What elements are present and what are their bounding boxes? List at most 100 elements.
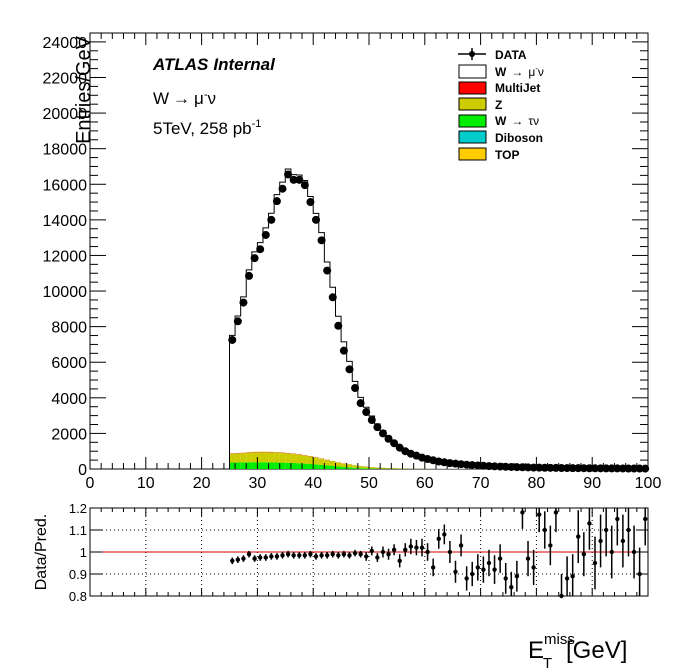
data-point bbox=[390, 439, 399, 448]
data-point bbox=[618, 464, 627, 473]
data-point bbox=[557, 464, 566, 473]
data-point bbox=[306, 198, 315, 207]
energy-lumi-label: 5TeV, 258 pb-1 bbox=[153, 118, 261, 138]
ratio-point bbox=[297, 553, 302, 558]
ratio-point bbox=[531, 565, 536, 570]
ratio-point bbox=[503, 576, 508, 581]
mc-bar-w bbox=[257, 462, 263, 469]
y-tick-label: 4000 bbox=[51, 391, 87, 408]
data-point bbox=[384, 434, 393, 443]
mc-bar-w bbox=[352, 467, 358, 469]
mc-bar-z bbox=[302, 455, 308, 464]
mc-bar-z bbox=[235, 453, 241, 463]
ratio-point bbox=[291, 553, 296, 558]
mc-bar-w bbox=[385, 436, 392, 468]
mc-bar-w bbox=[318, 232, 325, 459]
legend-entry-diboson: Diboson bbox=[458, 130, 543, 145]
mc-bar-w bbox=[296, 175, 303, 455]
mc-bar-w bbox=[279, 462, 286, 469]
ratio-point bbox=[442, 532, 447, 537]
mc-bar-w bbox=[402, 450, 409, 469]
ratio-point bbox=[603, 527, 609, 533]
mc-bar-z bbox=[352, 465, 358, 468]
ratio-point bbox=[319, 553, 324, 558]
svg-text:TOP: TOP bbox=[495, 148, 519, 162]
data-point bbox=[300, 181, 309, 190]
mc-bar-z bbox=[307, 456, 314, 465]
mc-bar-w bbox=[257, 242, 263, 452]
ratio-point bbox=[548, 543, 553, 548]
ratio-point bbox=[615, 516, 620, 522]
ratio-point bbox=[375, 555, 380, 560]
mc-bar-w bbox=[235, 462, 241, 469]
data-points bbox=[228, 170, 650, 473]
y-tick-label: 22000 bbox=[43, 70, 88, 87]
legend-entry-data: DATA bbox=[458, 48, 527, 62]
mc-bar-w bbox=[290, 174, 297, 454]
data-point bbox=[323, 266, 332, 275]
channel-label: W → μ-ν bbox=[153, 89, 216, 108]
ratio-point bbox=[380, 549, 386, 555]
data-point bbox=[345, 365, 354, 374]
mc-bar-w bbox=[313, 464, 319, 469]
mc-bar-z bbox=[357, 466, 364, 469]
mc-bar-w bbox=[240, 462, 247, 469]
y-tick-label: 18000 bbox=[43, 142, 88, 159]
data-point bbox=[529, 463, 538, 472]
mc-bar-z bbox=[240, 453, 247, 463]
ratio-point bbox=[285, 552, 291, 557]
data-point bbox=[602, 464, 611, 473]
ratio-y-tick-label: 0.8 bbox=[69, 589, 87, 604]
mc-bar-z bbox=[369, 467, 375, 469]
data-point bbox=[501, 462, 510, 471]
mc-bar-w bbox=[380, 430, 386, 468]
mc-bar-w bbox=[369, 468, 375, 469]
mc-bar-z bbox=[346, 464, 353, 468]
ratio-point bbox=[609, 549, 614, 555]
mc-bar-w bbox=[419, 457, 425, 469]
data-point bbox=[613, 464, 622, 473]
mc-bar-z bbox=[274, 452, 280, 463]
data-point bbox=[295, 175, 304, 184]
mc-bar-z bbox=[318, 458, 325, 465]
ratio-point bbox=[497, 556, 503, 561]
mc-bar-z bbox=[385, 468, 392, 469]
mc-bar-z bbox=[363, 466, 369, 469]
mc-bar-z bbox=[251, 452, 258, 463]
data-point bbox=[540, 463, 549, 472]
mc-bar-w bbox=[307, 464, 314, 469]
ratio-point bbox=[302, 553, 308, 558]
ratio-point bbox=[514, 574, 520, 579]
mc-bar-w bbox=[363, 407, 369, 467]
ratio-point bbox=[313, 554, 319, 559]
y-tick-label: 14000 bbox=[43, 213, 88, 230]
data-point bbox=[284, 170, 293, 179]
y-axis-label: Entries/GeV bbox=[73, 35, 95, 143]
y-tick-label: 12000 bbox=[43, 248, 88, 265]
mc-bar-w bbox=[324, 465, 330, 469]
ratio-point bbox=[637, 571, 642, 577]
ratio-point bbox=[626, 527, 631, 533]
data-point bbox=[496, 462, 505, 471]
mc-bar-w bbox=[430, 459, 436, 469]
x-tick-label: 90 bbox=[583, 475, 601, 492]
ratio-point bbox=[520, 510, 525, 515]
x-tick-label: 70 bbox=[472, 475, 490, 492]
data-point bbox=[507, 462, 516, 471]
ratio-point bbox=[274, 554, 280, 559]
data-point bbox=[574, 464, 583, 473]
ratio-point bbox=[486, 560, 492, 566]
mc-bar-z bbox=[262, 452, 269, 463]
mc-stack bbox=[229, 168, 648, 469]
mc-bar-w bbox=[246, 462, 252, 469]
x-tick-label: 40 bbox=[304, 475, 322, 492]
data-point bbox=[339, 346, 348, 355]
ratio-plot-panel: 0.8 0.9 1 1.1 1.2 bbox=[69, 501, 649, 604]
data-point bbox=[590, 464, 599, 473]
mc-bar-w bbox=[246, 269, 252, 452]
ratio-y-tick-label: 1.2 bbox=[69, 501, 87, 516]
data-point bbox=[362, 408, 371, 417]
data-point bbox=[551, 463, 560, 472]
mc-bar-w bbox=[268, 462, 275, 469]
ratio-point bbox=[324, 553, 330, 558]
